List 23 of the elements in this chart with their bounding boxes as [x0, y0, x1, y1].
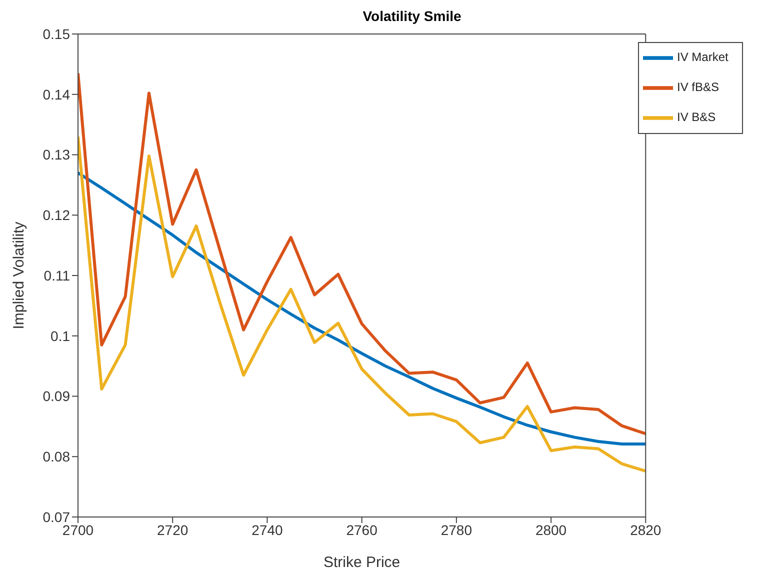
x-tick-label: 2800 [535, 522, 567, 538]
x-tick-label: 2720 [157, 522, 188, 538]
x-tick-label: 2780 [440, 522, 472, 538]
line-series [78, 135, 646, 473]
y-axis-title: Implied Volatility [10, 221, 28, 330]
y-tick-label: 0.11 [44, 267, 70, 284]
chart-title: Volatility Smile [362, 8, 462, 24]
legend-label: IV fB&S [677, 80, 720, 94]
y-tick-label: 0.13 [42, 146, 70, 163]
y-tick-label: 0.12 [42, 207, 70, 224]
x-tick-label: 2820 [630, 522, 662, 538]
y-tick-label: 0.1 [50, 328, 70, 344]
x-tick-label: 2760 [346, 522, 378, 538]
y-tick-label: 0.14 [42, 86, 70, 102]
y-tick-label: 0.15 [42, 26, 70, 42]
x-tick-label: 2740 [252, 522, 283, 538]
y-tick-label: 0.08 [42, 448, 70, 465]
legend-label: IV B&S [677, 110, 716, 124]
line-series [78, 171, 646, 446]
legend-label: IV Market [677, 50, 728, 64]
line-series [78, 72, 646, 436]
y-tick-label: 0.09 [42, 388, 70, 404]
x-axis-title: Strike Price [323, 554, 400, 571]
